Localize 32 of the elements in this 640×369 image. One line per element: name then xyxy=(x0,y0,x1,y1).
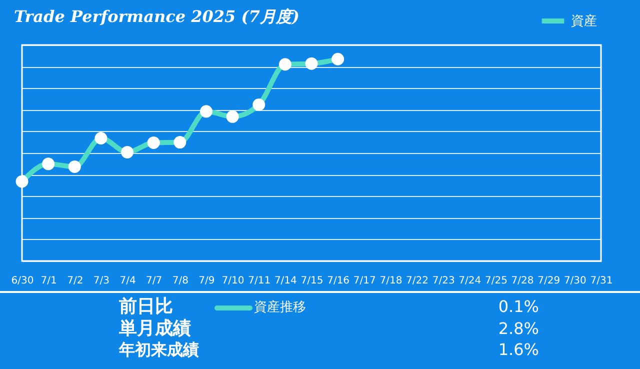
x-tick-label: 7/2 xyxy=(67,276,84,286)
text: 前日比 xyxy=(118,296,173,317)
text: 2.8% xyxy=(498,319,539,338)
x-tick-label: 7/18 xyxy=(380,276,402,286)
x-tick-label: 7/9 xyxy=(198,276,215,286)
x-tick-label: 7/30 xyxy=(564,276,586,286)
x-tick-label: 7/11 xyxy=(248,276,271,286)
text: 単月成績 xyxy=(118,318,191,339)
x-tick-label: 7/7 xyxy=(146,276,162,286)
x-tick-label: 7/31 xyxy=(590,276,613,286)
text: 1.6% xyxy=(498,340,539,359)
x-tick-label: 7/17 xyxy=(353,276,376,286)
x-tick-label: 7/10 xyxy=(222,276,244,286)
x-tick-label: 7/25 xyxy=(484,276,508,286)
x-tick-label: 7/14 xyxy=(274,276,297,286)
x-tick-label: 7/1 xyxy=(40,276,57,286)
text: 0.1% xyxy=(498,297,539,316)
legend-label: 資産 xyxy=(571,13,597,29)
x-tick-label: 7/8 xyxy=(172,276,188,286)
x-tick-label: 7/16 xyxy=(327,276,350,286)
x-tick-label: 6/30 xyxy=(11,276,34,286)
x-tick-label: 7/23 xyxy=(432,276,455,286)
x-tick-label: 7/28 xyxy=(511,276,534,286)
x-tick-label: 7/15 xyxy=(300,276,324,286)
x-tick-label: 7/29 xyxy=(538,276,560,286)
text: 年初来成績 xyxy=(118,340,199,359)
chart-title: Trade Performance 2025 (7月度) xyxy=(14,7,300,26)
x-tick-label: 7/4 xyxy=(120,276,136,286)
text: 資産推移 xyxy=(254,299,306,315)
x-tick-label: 7/22 xyxy=(406,276,429,286)
x-tick-label: 7/3 xyxy=(93,276,110,286)
x-tick-label: 7/24 xyxy=(458,276,482,286)
